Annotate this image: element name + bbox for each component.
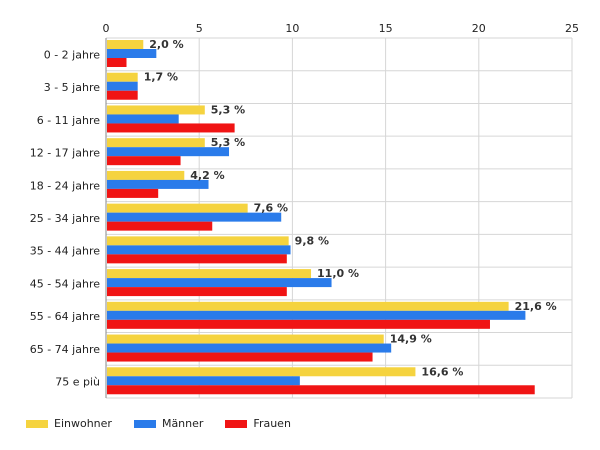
category-label: 65 - 74 jahre	[30, 343, 101, 356]
legend-label: Männer	[161, 417, 204, 430]
data-label: 2,0 %	[149, 38, 183, 51]
bar-frauen	[107, 123, 235, 133]
category-label: 25 - 34 jahre	[30, 212, 101, 225]
legend-swatch-einwohner	[26, 419, 48, 428]
data-label: 5,3 %	[211, 103, 245, 116]
bar-frauen	[107, 319, 490, 329]
data-label: 5,3 %	[211, 136, 245, 149]
category-label: 35 - 44 jahre	[30, 245, 101, 258]
bar-mnner	[107, 212, 282, 222]
bar-mnner	[107, 310, 526, 320]
data-label: 9,8 %	[295, 234, 329, 247]
bar-einwohner	[107, 236, 289, 246]
category-label: 12 - 17 jahre	[30, 147, 101, 160]
x-axis-tick-labels: 0 5 10 15 20 25	[103, 22, 580, 35]
data-label: 1,7 %	[144, 71, 178, 84]
category-label: 3 - 5 jahre	[44, 81, 101, 94]
category-label: 75 e più	[55, 376, 100, 389]
x-tick-label: 15	[379, 22, 393, 35]
bar-einwohner	[107, 203, 248, 213]
bar-mnner	[107, 147, 230, 157]
bar-einwohner	[107, 301, 509, 311]
bar-frauen	[107, 287, 287, 297]
bar-frauen	[107, 221, 213, 231]
bar-einwohner	[107, 170, 185, 180]
bar-einwohner	[107, 72, 138, 82]
bar-mnner	[107, 343, 392, 353]
legend: Einwohner Männer Frauen	[26, 417, 313, 430]
category-label: 55 - 64 jahre	[30, 310, 101, 323]
legend-label: Frauen	[253, 417, 291, 430]
x-tick-label: 25	[565, 22, 579, 35]
data-label: 16,6 %	[421, 365, 463, 378]
bar-frauen	[107, 188, 159, 198]
grid-lines	[105, 37, 573, 399]
bar-einwohner	[107, 138, 205, 148]
bar-frauen	[107, 385, 535, 395]
legend-swatch-manner	[133, 419, 156, 428]
bar-einwohner	[107, 105, 205, 115]
data-label: 14,9 %	[390, 333, 432, 346]
category-label: 6 - 11 jahre	[37, 114, 101, 127]
bar-mnner	[107, 81, 138, 91]
bar-einwohner	[107, 334, 384, 344]
bar-mnner	[107, 179, 209, 189]
bar-mnner	[107, 376, 300, 386]
category-labels: 0 - 2 jahre 3 - 5 jahre 6 - 11 jahre 12 - 1…	[30, 48, 101, 388]
legend-item-frauen: Frauen	[225, 417, 291, 430]
x-tick-label: 5	[196, 22, 203, 35]
bar-einwohner	[107, 40, 144, 49]
data-label: 7,6 %	[254, 202, 288, 215]
bar-einwohner	[107, 367, 416, 377]
category-label: 45 - 54 jahre	[30, 277, 101, 290]
bar-mnner	[107, 278, 332, 288]
legend-item-manner: Männer	[133, 417, 204, 430]
data-label: 11,0 %	[317, 267, 359, 280]
legend-item-einwohner: Einwohner	[26, 417, 112, 430]
bar-frauen	[107, 156, 181, 166]
x-tick-label: 0	[103, 22, 110, 35]
bar-frauen	[107, 90, 138, 100]
bar-mnner	[107, 114, 179, 124]
data-label: 21,6 %	[515, 300, 557, 313]
data-label: 4,2 %	[190, 169, 224, 182]
bar-mnner	[107, 49, 157, 58]
x-tick-label: 20	[472, 22, 486, 35]
legend-swatch-frauen	[225, 419, 248, 428]
bar-mnner	[107, 245, 291, 255]
bar-frauen	[107, 352, 373, 362]
category-label: 0 - 2 jahre	[44, 48, 101, 61]
x-tick-label: 10	[285, 22, 299, 35]
category-label: 18 - 24 jahre	[30, 179, 101, 192]
bar-frauen	[107, 254, 287, 264]
bars	[107, 40, 535, 395]
data-labels: 2,0 % 1,7 % 5,3 % 5,3 % 4,2 % 7,6 % 9,8 % 11,0 …	[144, 38, 557, 378]
bar-frauen	[107, 58, 127, 67]
bar-einwohner	[107, 269, 312, 279]
legend-label: Einwohner	[54, 417, 112, 430]
